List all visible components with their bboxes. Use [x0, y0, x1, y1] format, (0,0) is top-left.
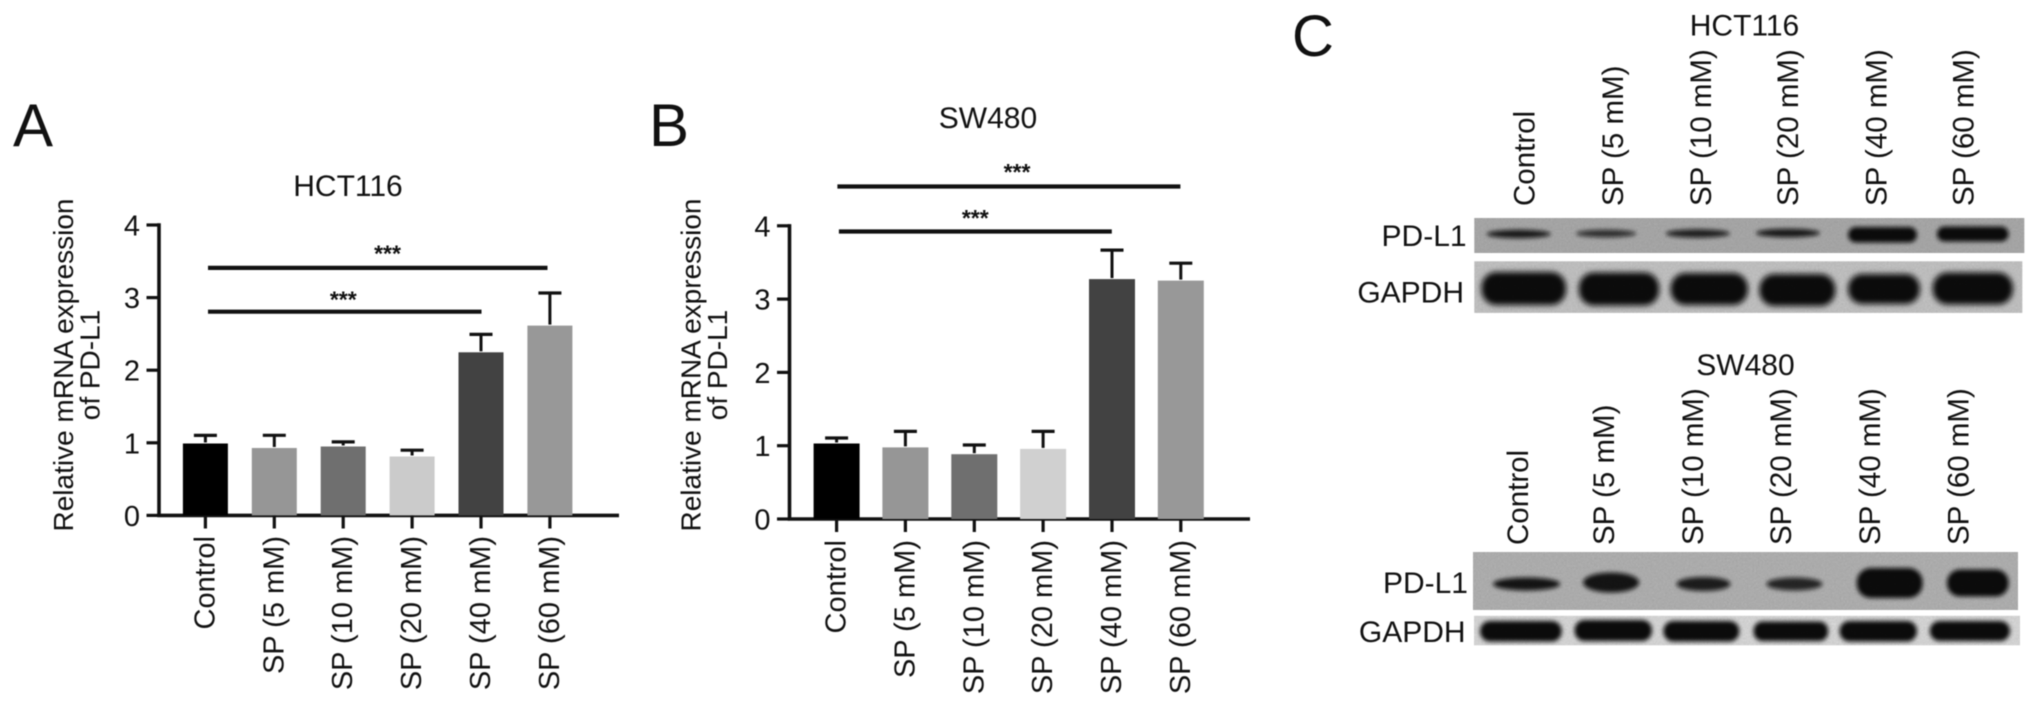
svg-text:0: 0	[754, 505, 770, 537]
svg-text:SP (40 mM): SP (40 mM)	[1854, 388, 1887, 545]
svg-text:SW480: SW480	[1696, 349, 1794, 382]
svg-text:***: ***	[1004, 159, 1031, 185]
svg-text:***: ***	[962, 205, 989, 231]
svg-text:SP (60 mM): SP (60 mM)	[1943, 388, 1976, 545]
svg-text:SP (20 mM): SP (20 mM)	[1027, 540, 1059, 694]
svg-text:SP (20 mM): SP (20 mM)	[1772, 49, 1805, 206]
svg-text:of PD-L1: of PD-L1	[702, 310, 733, 421]
svg-text:Relative mRNA expression: Relative mRNA expression	[48, 198, 79, 531]
svg-text:4: 4	[754, 211, 770, 243]
svg-text:2: 2	[124, 356, 140, 388]
svg-text:SP (20 mM): SP (20 mM)	[396, 536, 428, 690]
svg-text:of PD-L1: of PD-L1	[75, 310, 106, 421]
svg-text:0: 0	[124, 501, 140, 533]
svg-text:1: 1	[124, 428, 140, 460]
svg-text:PD-L1: PD-L1	[1383, 567, 1468, 600]
svg-text:SP (60 mM): SP (60 mM)	[1948, 49, 1981, 206]
svg-text:SP (20 mM): SP (20 mM)	[1765, 388, 1798, 545]
svg-text:Control: Control	[821, 540, 853, 634]
svg-text:SP (10 mM): SP (10 mM)	[1677, 388, 1710, 545]
svg-text:3: 3	[754, 285, 770, 317]
svg-text:***: ***	[330, 287, 357, 313]
svg-text:SP (5 mM): SP (5 mM)	[1588, 405, 1621, 545]
svg-text:2: 2	[754, 358, 770, 390]
svg-text:Control: Control	[1502, 450, 1535, 545]
svg-text:SP (40 mM): SP (40 mM)	[465, 536, 497, 690]
svg-text:GAPDH: GAPDH	[1359, 616, 1466, 649]
svg-text:SP (5 mM): SP (5 mM)	[1597, 66, 1630, 206]
svg-text:SW480: SW480	[939, 102, 1037, 135]
svg-text:HCT116: HCT116	[293, 170, 402, 203]
svg-text:4: 4	[124, 211, 140, 243]
svg-text:***: ***	[374, 241, 401, 267]
svg-text:Relative mRNA expression: Relative mRNA expression	[676, 198, 707, 531]
svg-text:SP (5 mM): SP (5 mM)	[258, 536, 290, 674]
svg-text:B: B	[649, 92, 689, 159]
svg-text:SP (10 mM): SP (10 mM)	[958, 540, 990, 694]
svg-text:SP (10 mM): SP (10 mM)	[327, 536, 359, 690]
svg-text:GAPDH: GAPDH	[1357, 277, 1464, 310]
svg-text:HCT116: HCT116	[1690, 10, 1799, 43]
svg-text:Control: Control	[189, 536, 221, 630]
svg-text:A: A	[13, 92, 53, 159]
svg-text:Control: Control	[1509, 111, 1542, 206]
svg-text:C: C	[1292, 4, 1334, 69]
svg-text:SP (10 mM): SP (10 mM)	[1685, 49, 1718, 206]
svg-text:3: 3	[124, 283, 140, 315]
svg-text:SP (40 mM): SP (40 mM)	[1860, 49, 1893, 206]
svg-text:SP (40 mM): SP (40 mM)	[1096, 540, 1128, 694]
svg-text:SP (60 mM): SP (60 mM)	[534, 536, 566, 690]
svg-text:PD-L1: PD-L1	[1382, 220, 1467, 253]
svg-text:1: 1	[754, 431, 770, 463]
svg-text:SP (5 mM): SP (5 mM)	[889, 540, 921, 678]
svg-text:SP (60 mM): SP (60 mM)	[1165, 540, 1197, 694]
